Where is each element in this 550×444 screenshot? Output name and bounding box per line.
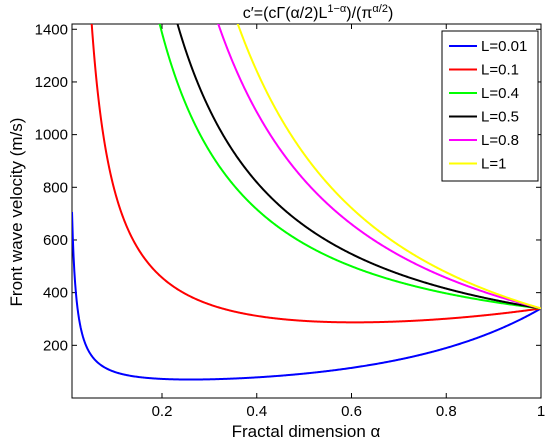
legend-label: L=0.01 <box>481 38 527 55</box>
series-line-l-0-4 <box>158 24 541 310</box>
x-tick-label: 0.6 <box>341 403 362 420</box>
series-line-l-0-01 <box>72 212 541 381</box>
y-tick-label: 1400 <box>35 21 68 38</box>
y-tick-label: 400 <box>43 285 68 302</box>
series-line-l-0-8 <box>217 24 541 310</box>
x-axis-title: Fractal dimension α <box>232 422 381 441</box>
chart-title: c′=(cΓ(α/2)L1−α)/(πα/2) <box>243 3 394 22</box>
legend-box <box>441 30 539 182</box>
y-tick-label: 1000 <box>35 127 68 144</box>
x-tick-label: 0.4 <box>246 403 267 420</box>
series-line-l-0-1 <box>90 24 541 324</box>
x-tick-label: 0.2 <box>152 403 173 420</box>
y-tick-label: 800 <box>43 179 68 196</box>
series-line-l-0-5 <box>176 24 541 310</box>
y-tick-label: 600 <box>43 232 68 249</box>
y-tick-label: 200 <box>43 337 68 354</box>
legend-label: L=0.1 <box>481 62 519 79</box>
legend-label: L=0.5 <box>481 109 519 126</box>
y-axis-title: Front wave velocity (m/s) <box>7 118 26 307</box>
legend-label: L=0.8 <box>481 132 519 149</box>
series-line-l-1 <box>236 24 541 310</box>
legend-label: L=1 <box>481 156 506 173</box>
legend-label: L=0.4 <box>481 85 519 102</box>
legend: L=0.01 L=0.1 L=0.4 L=0.5 L=0.8 L=1 <box>441 30 539 182</box>
x-tick-label: 1 <box>537 403 545 420</box>
y-tick-label: 1200 <box>35 74 68 91</box>
series-lines <box>72 24 541 381</box>
x-tick-label: 0.8 <box>436 403 457 420</box>
